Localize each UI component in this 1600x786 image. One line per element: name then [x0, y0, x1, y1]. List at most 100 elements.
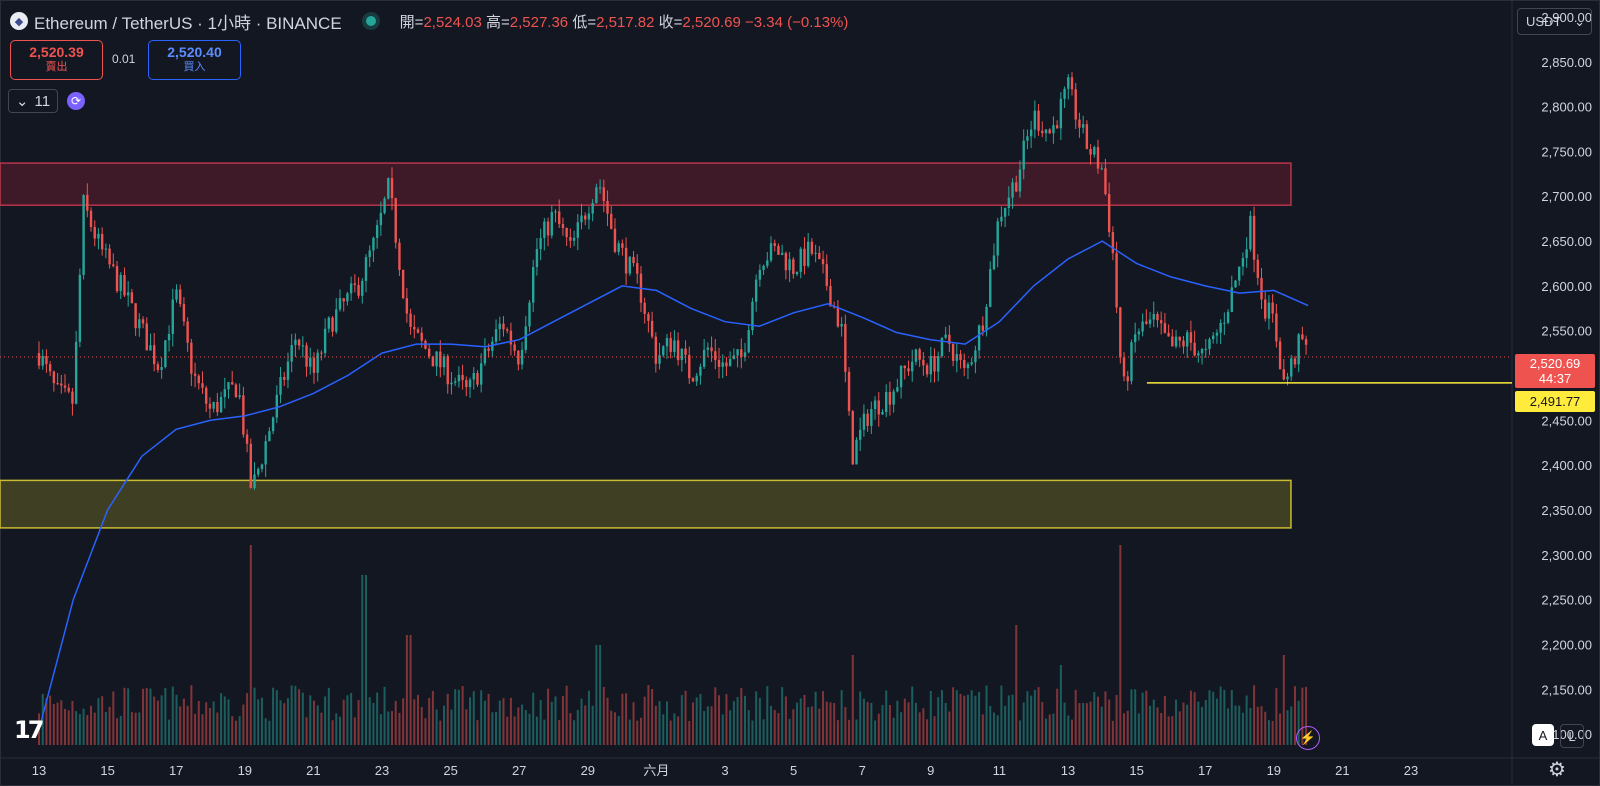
price-axis[interactable]: 2,900.00 2,850.00 2,800.00 2,750.00 2,700.00…	[1541, 10, 1592, 742]
volume-bar	[342, 699, 345, 745]
candle-body	[1200, 349, 1204, 354]
candle-body	[1163, 323, 1167, 333]
candle-body	[792, 259, 795, 275]
volume-bar	[398, 712, 401, 745]
log-scale-button[interactable]: L	[1560, 724, 1584, 748]
candle-body	[1078, 119, 1081, 128]
volume-bar	[669, 720, 672, 745]
candle-body	[758, 269, 762, 280]
price-tick-label: 2,600.00	[1541, 279, 1592, 294]
volume-bar	[1186, 704, 1189, 745]
volume-bar	[751, 720, 754, 745]
volume-bar	[1033, 689, 1036, 745]
candle-body	[870, 409, 873, 426]
volume-bar	[599, 645, 602, 745]
volume-bar	[116, 718, 119, 745]
candle-body	[569, 237, 572, 241]
tradingview-logo-icon[interactable]: 17	[14, 716, 44, 744]
volume-bar	[554, 696, 557, 745]
candle-body	[483, 348, 487, 364]
candle-body	[1212, 335, 1215, 340]
candle-body	[513, 344, 516, 351]
volume-bar	[1044, 718, 1047, 745]
volume-bar	[1290, 706, 1293, 745]
candle-body	[197, 375, 200, 384]
volume-bar	[602, 686, 605, 745]
volume-bar	[208, 707, 211, 745]
candle-body	[584, 215, 587, 220]
price-tick-label: 2,900.00	[1541, 10, 1592, 25]
volume-bar	[814, 691, 817, 745]
candle-body	[100, 233, 104, 250]
candle-body	[996, 221, 999, 256]
spread-value: 0.01	[112, 52, 136, 66]
volume-bar	[1018, 720, 1021, 745]
buy-button[interactable]: 2,520.40 買入	[148, 40, 241, 80]
volume-bar	[632, 702, 635, 745]
candle-body	[684, 348, 687, 355]
candle-body	[829, 285, 832, 307]
volume-bar	[777, 713, 780, 745]
volume-bar	[305, 717, 308, 745]
candle-body	[1271, 302, 1274, 314]
currency-selector[interactable]: USDT ⌄	[1517, 8, 1592, 35]
time-axis[interactable]: 13 15 17 19 21 23 25 27 29 六月 3 5 7 9 11 13 15 17 19 21 23	[32, 763, 1418, 778]
gear-icon[interactable]: ⚙	[1548, 759, 1566, 781]
volume-bar	[918, 712, 921, 745]
volume-bar	[963, 695, 966, 745]
auto-scale-button[interactable]: A	[1532, 724, 1554, 746]
price-tick-label: 2,750.00	[1541, 144, 1592, 159]
candle-body	[628, 256, 632, 274]
candle-body	[680, 348, 684, 361]
volume-bar	[1123, 713, 1126, 745]
candle-body	[1059, 98, 1063, 129]
volume-bar	[138, 712, 141, 745]
candle-body	[747, 330, 750, 353]
candle-body	[1007, 197, 1011, 208]
volume-bar	[543, 719, 546, 745]
candle-body	[201, 383, 204, 388]
time-tick-label: 23	[1404, 763, 1418, 778]
ohlc-values: 開=2,524.03 高=2,527.36 低=2,517.82 收=2,520…	[399, 13, 849, 31]
volume-bar	[658, 701, 661, 745]
candle-body	[156, 364, 160, 371]
candle-body	[427, 348, 431, 357]
candle-body	[216, 401, 219, 413]
candle-body	[989, 269, 992, 307]
sell-button[interactable]: 2,520.39 賣出	[10, 40, 103, 80]
volume-bar	[1063, 702, 1066, 745]
candle-body	[56, 383, 59, 385]
volume-bar	[717, 695, 720, 745]
volume-bar	[405, 635, 408, 745]
candle-body	[866, 413, 869, 426]
volume-bar	[364, 575, 367, 745]
candle-body	[416, 329, 420, 333]
candle-body	[186, 321, 189, 343]
candle-body	[1122, 357, 1126, 377]
volume-bar	[368, 697, 371, 745]
lightning-icon[interactable]: ⚡	[1296, 726, 1320, 750]
candle-body	[944, 334, 947, 338]
volume-bar	[420, 707, 423, 745]
volume-bar	[561, 696, 564, 745]
candle-body	[524, 326, 527, 350]
symbol-title[interactable]: Ethereum / TetherUS · 1小時 · BINANCE	[34, 13, 342, 33]
volume-bar	[41, 693, 44, 745]
volume-bar	[1134, 689, 1137, 745]
candle-body	[743, 352, 747, 357]
candle-body	[290, 344, 293, 362]
volume-bar	[260, 697, 263, 745]
volume-bar	[101, 696, 104, 745]
volume-bar	[1208, 690, 1211, 745]
volume-bar	[959, 693, 962, 745]
sync-icon[interactable]: ⟳	[67, 92, 85, 110]
volume-bar	[1078, 703, 1081, 745]
volume-bar	[736, 696, 739, 745]
indicator-legend-toggle[interactable]: ⌄ 11	[8, 89, 58, 113]
candle-body	[1185, 332, 1189, 347]
candle-body	[1111, 232, 1115, 254]
volume-bar	[803, 694, 806, 745]
candle-body	[803, 248, 806, 266]
time-tick-label: 11	[993, 763, 1007, 778]
